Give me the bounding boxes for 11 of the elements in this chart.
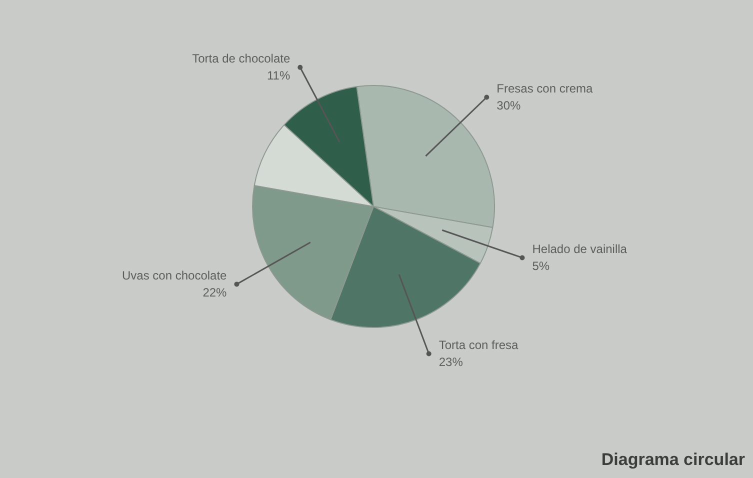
slice-label: Torta con fresa <box>438 338 519 352</box>
slice-label: Uvas con chocolate <box>122 268 228 283</box>
data-label: 23% <box>438 355 464 370</box>
data-label: 30% <box>496 98 521 113</box>
data-label: 11% <box>266 68 290 83</box>
text: Diagrama circular <box>601 450 745 470</box>
data-label: 22% <box>202 286 228 300</box>
slice-label: Fresas con crema <box>496 82 594 96</box>
data-label: 5% <box>532 259 550 274</box>
slice-label: Helado de vainilla <box>532 242 628 256</box>
slice-label: Torta de chocolate <box>192 52 290 66</box>
